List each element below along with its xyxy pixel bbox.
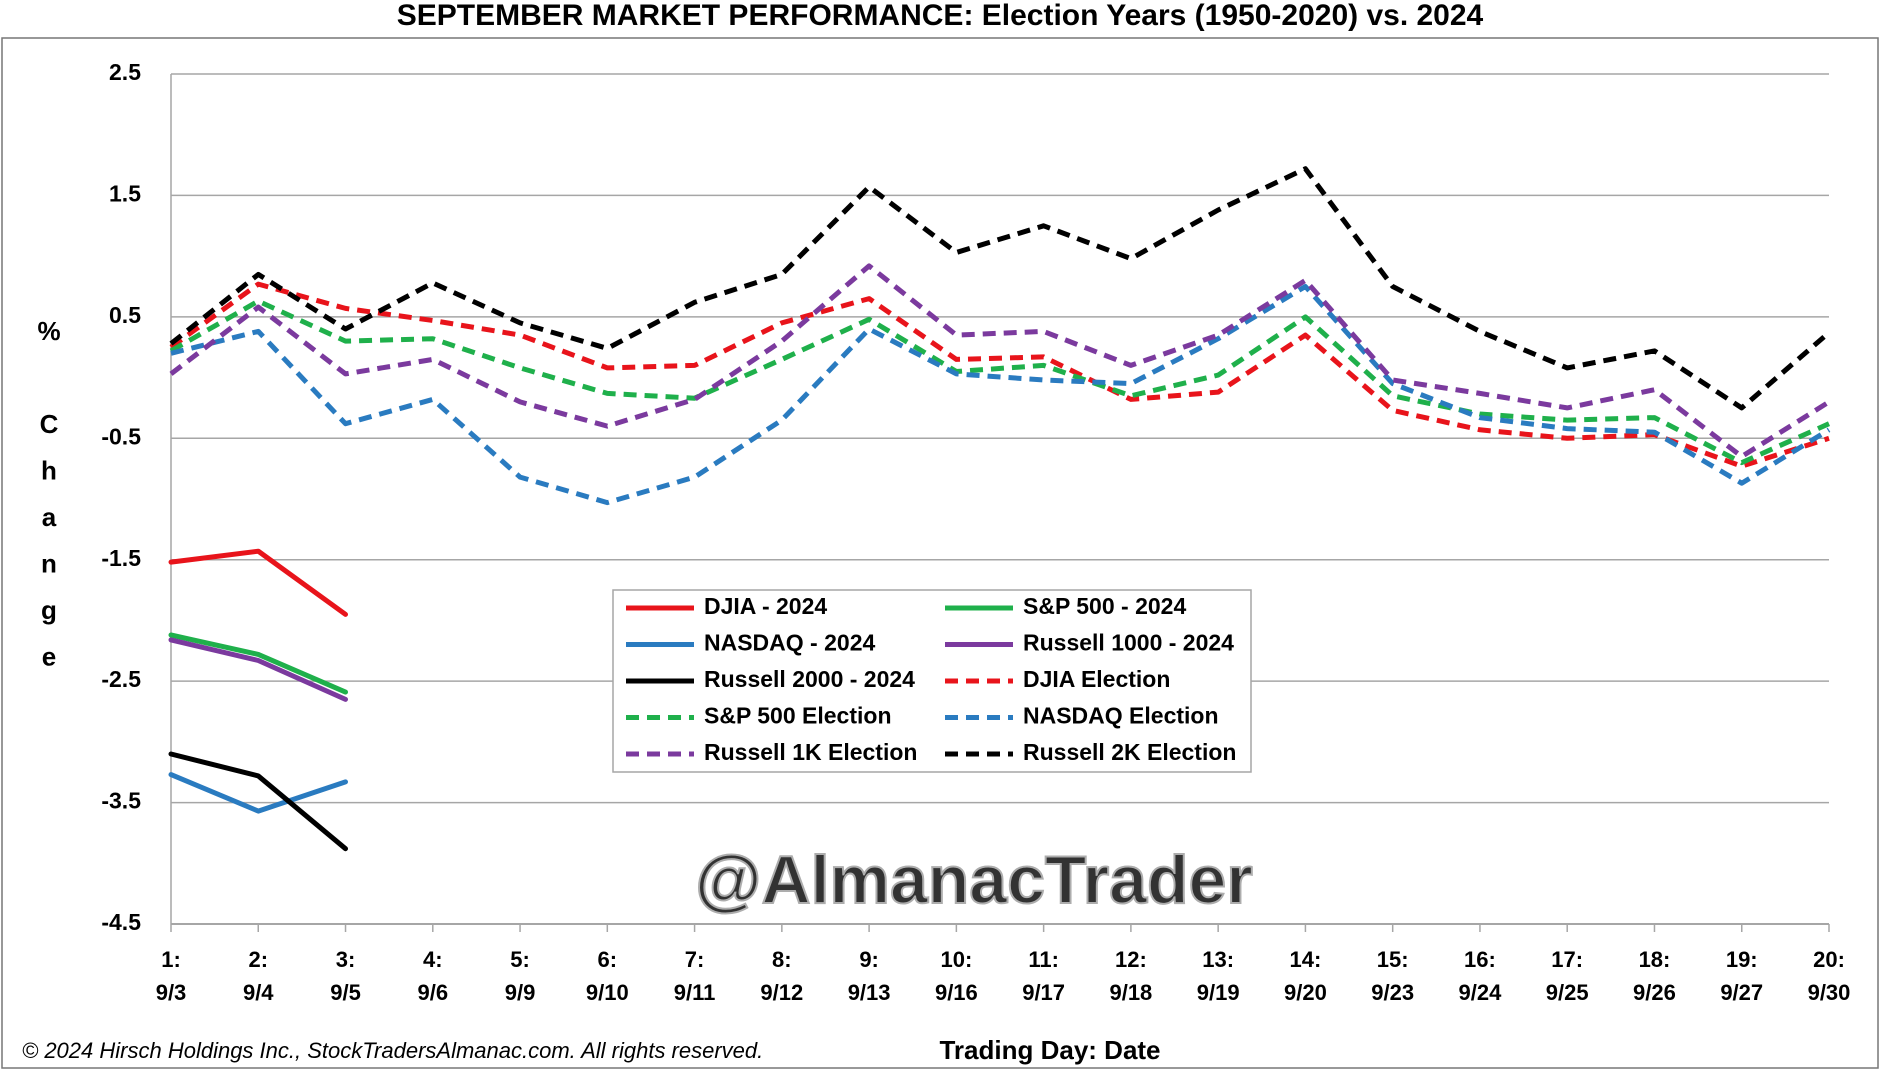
legend-label: S&P 500 - 2024 — [1023, 593, 1186, 619]
x-tick-label: 7: — [685, 947, 705, 972]
y-tick-label: -1.5 — [101, 545, 141, 571]
x-tick-label: 1: — [161, 947, 181, 972]
x-tick-label: 9/17 — [1022, 980, 1065, 1005]
chart-frame — [1, 37, 1879, 1069]
legend-label: S&P 500 Election — [704, 703, 892, 729]
x-tick-label: 14: — [1290, 947, 1322, 972]
series-line — [168, 548, 348, 617]
x-tick-label: 18: — [1639, 947, 1671, 972]
x-tick-label: 12: — [1115, 947, 1147, 972]
x-tick-label: 9/9 — [505, 980, 536, 1005]
x-tick-label: 16: — [1464, 947, 1496, 972]
x-tick-label: 9/24 — [1459, 980, 1503, 1005]
y-tick-label: -2.5 — [101, 666, 141, 692]
x-tick-label: 15: — [1377, 947, 1409, 972]
copyright: © 2024 Hirsch Holdings Inc., StockTrader… — [22, 1038, 763, 1063]
x-tick-label: 11: — [1028, 947, 1059, 972]
y-tick-label: 1.5 — [109, 181, 141, 207]
legend-label: NASDAQ - 2024 — [704, 630, 875, 656]
y-tick-label: -4.5 — [101, 909, 141, 935]
x-tick-label: 9/10 — [586, 980, 629, 1005]
x-tick-label: 19: — [1726, 947, 1758, 972]
series-line — [170, 284, 1831, 506]
x-tick-label: 9/16 — [935, 980, 978, 1005]
x-tick-label: 9/6 — [417, 980, 448, 1005]
x-tick-label: 9/27 — [1720, 980, 1763, 1005]
y-tick-label: -0.5 — [101, 423, 141, 449]
y-tick-label: 0.5 — [109, 302, 141, 328]
legend-box — [612, 589, 1252, 773]
x-tick-label: 17: — [1551, 947, 1583, 972]
y-tick-label: 2.5 — [109, 59, 141, 85]
legend-label: Russell 2K Election — [1023, 739, 1236, 765]
series-line — [168, 632, 348, 695]
legend-label: Russell 1000 - 2024 — [1023, 630, 1234, 656]
x-tick-label: 8: — [772, 947, 792, 972]
x-tick-label: 9/20 — [1284, 980, 1327, 1005]
chart-title: SEPTEMBER MARKET PERFORMANCE: Election Y… — [397, 0, 1484, 32]
x-tick-label: 9/13 — [848, 980, 891, 1005]
x-axis-label: Trading Day: Date — [939, 1035, 1160, 1065]
y-tick-label: -3.5 — [101, 788, 141, 814]
series-line — [168, 751, 348, 852]
x-tick-label: 9/3 — [156, 980, 187, 1005]
series-line — [169, 263, 1831, 459]
x-tick-label: 9: — [859, 947, 879, 972]
x-tick-label: 9/25 — [1546, 980, 1589, 1005]
series-line — [169, 166, 1831, 411]
legend-label: NASDAQ Election — [1023, 703, 1219, 729]
series-line — [168, 637, 348, 702]
legend-label: DJIA - 2024 — [704, 593, 827, 619]
x-tick-label: 5: — [510, 947, 530, 972]
legend-label: DJIA Election — [1023, 666, 1170, 692]
x-tick-label: 9/11 — [674, 980, 716, 1005]
x-tick-label: 9/5 — [330, 980, 361, 1005]
x-tick-label: 9/4 — [243, 980, 274, 1005]
series-line — [168, 772, 348, 814]
x-tick-label: 9/18 — [1109, 980, 1152, 1005]
x-tick-label: 9/30 — [1808, 980, 1851, 1005]
x-tick-label: 20: — [1813, 947, 1845, 972]
watermark: @AlmanacTrader — [695, 842, 1253, 918]
x-tick-label: 9/19 — [1197, 980, 1240, 1005]
x-tick-label: 10: — [940, 947, 972, 972]
x-tick-label: 13: — [1202, 947, 1234, 972]
x-tick-label: 9/12 — [760, 980, 803, 1005]
x-tick-label: 2: — [248, 947, 268, 972]
x-tick-label: 9/23 — [1371, 980, 1414, 1005]
x-tick-label: 4: — [423, 947, 443, 972]
x-tick-label: 6: — [598, 947, 618, 972]
legend-label: Russell 1K Election — [704, 739, 917, 765]
x-tick-label: 3: — [336, 947, 356, 972]
series-line — [169, 281, 1830, 469]
legend-label: Russell 2000 - 2024 — [704, 666, 915, 692]
series-line — [169, 298, 1831, 466]
x-tick-label: 9/26 — [1633, 980, 1676, 1005]
